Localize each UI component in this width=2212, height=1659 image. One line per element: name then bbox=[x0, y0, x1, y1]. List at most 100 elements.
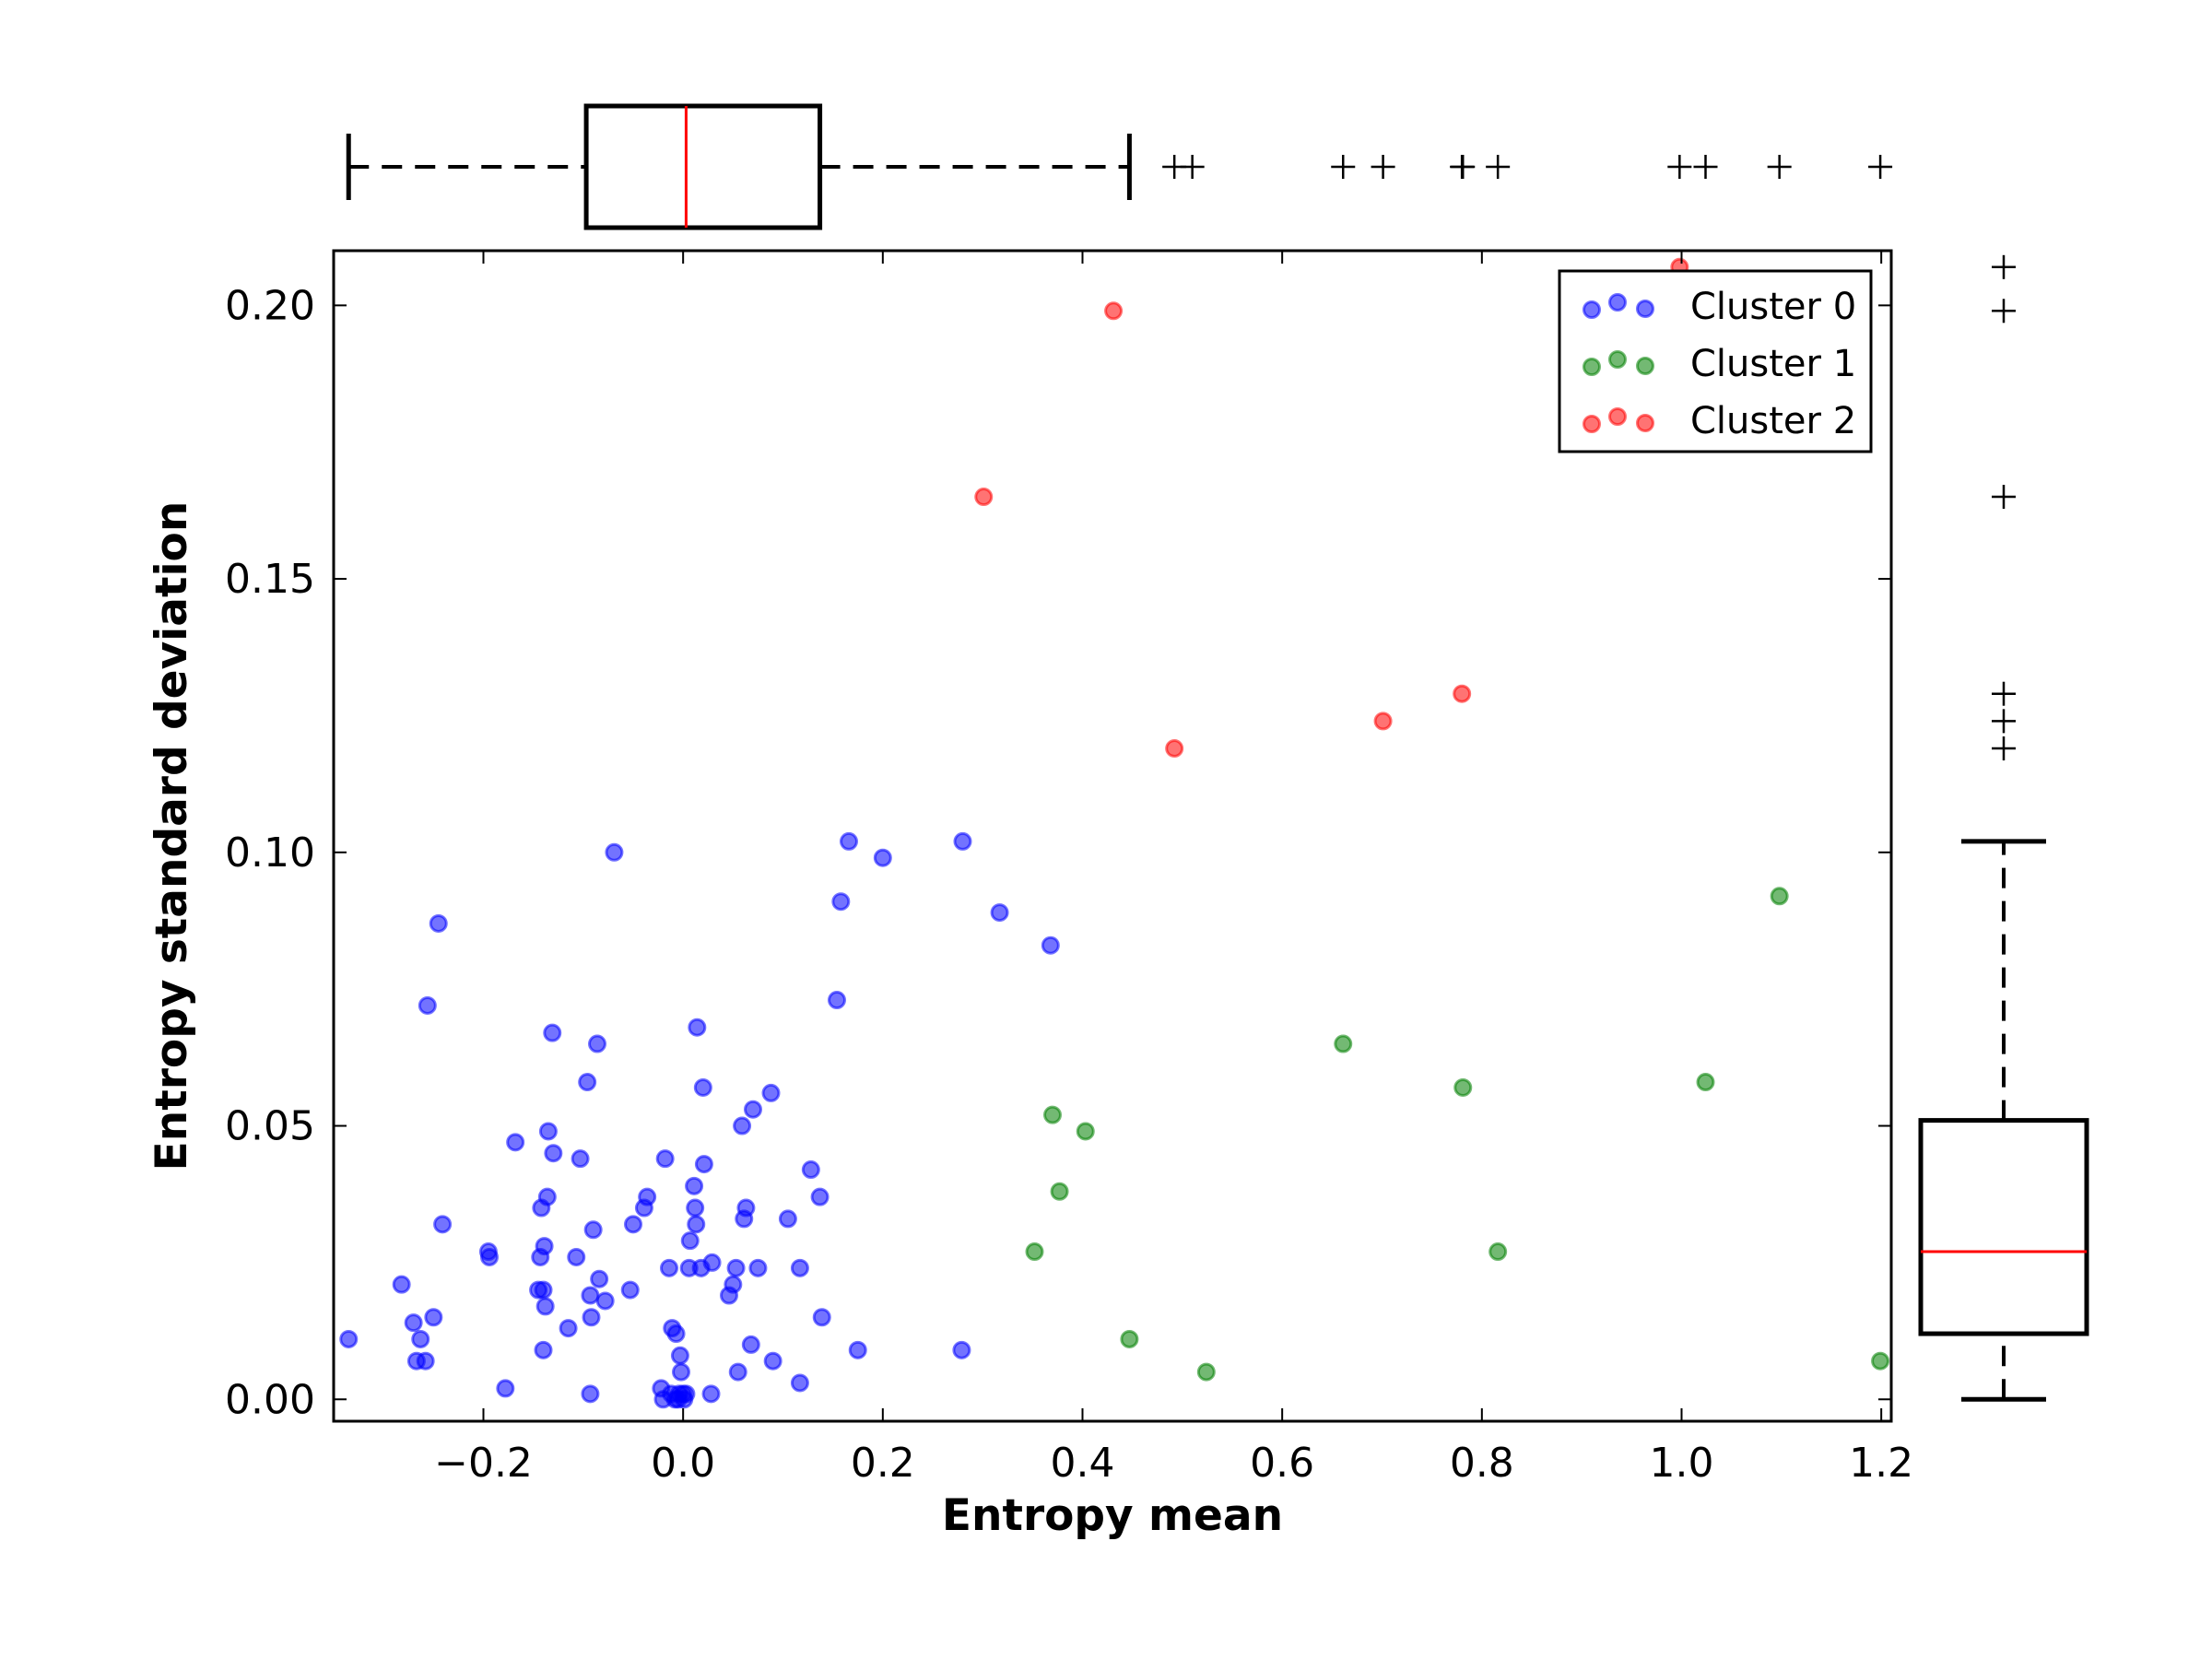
data-point bbox=[578, 1073, 597, 1092]
data-point bbox=[680, 1231, 700, 1251]
data-point bbox=[736, 1198, 756, 1218]
data-point bbox=[1453, 684, 1472, 703]
data-point bbox=[535, 1237, 554, 1256]
legend-marker bbox=[1636, 357, 1654, 375]
legend-label: Cluster 1 bbox=[1690, 343, 1856, 385]
right-outlier bbox=[1992, 299, 2016, 324]
y-axis-title: Entropy standard deviation bbox=[147, 501, 197, 1171]
data-point bbox=[1076, 1122, 1095, 1141]
data-point bbox=[778, 1209, 797, 1229]
data-point bbox=[620, 1280, 640, 1300]
axis-ticks: −0.2 0.0 0.2 0.4 0.6 0.8 1.0 1.2 0.00 0.05 0.10 0.1… bbox=[225, 251, 1913, 1487]
data-point bbox=[953, 831, 972, 851]
data-point bbox=[685, 1176, 704, 1195]
data-point bbox=[571, 1149, 590, 1169]
legend-entry-cluster-2: Cluster 2 bbox=[1583, 400, 1856, 442]
right-outlier bbox=[1992, 736, 2016, 761]
data-point bbox=[812, 1308, 831, 1327]
data-point bbox=[952, 1340, 971, 1359]
x-tick-label: 0.4 bbox=[1051, 1440, 1115, 1487]
legend-entry-cluster-1: Cluster 1 bbox=[1583, 343, 1856, 385]
right-outlier bbox=[1992, 709, 2016, 734]
data-point bbox=[831, 892, 851, 912]
right-outlier bbox=[1992, 681, 2016, 706]
data-point bbox=[693, 1077, 712, 1097]
data-point bbox=[1488, 1242, 1508, 1262]
data-point bbox=[694, 1155, 713, 1174]
data-point bbox=[1871, 1351, 1890, 1371]
legend-marker bbox=[1636, 300, 1654, 318]
legend-marker bbox=[1608, 407, 1627, 426]
data-point bbox=[741, 1335, 760, 1354]
data-point bbox=[588, 1034, 606, 1053]
data-point bbox=[686, 1198, 705, 1218]
data-point bbox=[724, 1275, 743, 1294]
data-point bbox=[763, 1351, 782, 1371]
data-point bbox=[424, 1308, 443, 1327]
legend-label: Cluster 0 bbox=[1690, 286, 1856, 328]
x-tick-label: 0.8 bbox=[1450, 1440, 1514, 1487]
data-point bbox=[1165, 739, 1184, 759]
data-point bbox=[790, 1373, 809, 1393]
data-point bbox=[590, 1269, 609, 1288]
data-point bbox=[567, 1247, 586, 1266]
top-outlier bbox=[1451, 155, 1476, 179]
top-outlier bbox=[1180, 155, 1205, 179]
data-point bbox=[595, 1291, 615, 1311]
data-point bbox=[1041, 935, 1060, 955]
x-tick-label: 0.6 bbox=[1250, 1440, 1314, 1487]
y-tick-label: 0.20 bbox=[225, 282, 315, 329]
data-point bbox=[534, 1340, 553, 1359]
legend-marker bbox=[1608, 350, 1627, 369]
data-point bbox=[1196, 1362, 1216, 1382]
data-point bbox=[411, 1329, 430, 1348]
data-point bbox=[1373, 712, 1393, 731]
x-axis-title: Entropy mean bbox=[942, 1490, 1283, 1541]
data-point bbox=[581, 1384, 600, 1404]
x-tick-label: 1.2 bbox=[1849, 1440, 1913, 1487]
data-point bbox=[582, 1308, 601, 1327]
top-outlier bbox=[1331, 155, 1356, 179]
legend-marker bbox=[1608, 293, 1627, 312]
data-point bbox=[1696, 1073, 1715, 1092]
data-point bbox=[840, 831, 858, 851]
data-point bbox=[974, 488, 994, 507]
legend: Cluster 0 Cluster 1 Cluster 2 bbox=[1558, 269, 1873, 453]
data-point bbox=[873, 848, 892, 867]
data-point bbox=[392, 1275, 411, 1294]
top-outlier bbox=[1486, 155, 1511, 179]
y-tick-label: 0.15 bbox=[225, 556, 315, 603]
data-point bbox=[801, 1160, 820, 1180]
data-point bbox=[1025, 1242, 1044, 1262]
x-tick-label: 0.0 bbox=[651, 1440, 715, 1487]
data-point bbox=[496, 1379, 515, 1398]
top-marginal-boxplot bbox=[346, 103, 1893, 230]
data-point bbox=[559, 1319, 578, 1338]
x-tick-label: 0.2 bbox=[851, 1440, 915, 1487]
data-point bbox=[339, 1329, 359, 1348]
data-point bbox=[624, 1215, 642, 1234]
data-point bbox=[733, 1116, 752, 1135]
right-box-iqr bbox=[1918, 1118, 2089, 1336]
data-point bbox=[1043, 1105, 1062, 1124]
legend-marker bbox=[1583, 358, 1601, 376]
data-point bbox=[672, 1362, 690, 1382]
scatter-points bbox=[339, 257, 1890, 1409]
y-tick-label: 0.10 bbox=[225, 830, 315, 877]
legend-marker bbox=[1636, 414, 1654, 432]
data-point bbox=[433, 1215, 453, 1234]
data-point bbox=[666, 1324, 686, 1344]
data-point bbox=[744, 1100, 762, 1119]
data-point bbox=[1453, 1077, 1473, 1097]
data-point bbox=[480, 1247, 499, 1266]
data-point bbox=[1050, 1182, 1069, 1201]
top-outlier bbox=[1667, 155, 1692, 179]
data-point bbox=[828, 991, 846, 1010]
top-outlier bbox=[1868, 155, 1893, 179]
right-outlier bbox=[1992, 254, 2016, 279]
data-point bbox=[535, 1297, 555, 1316]
data-point bbox=[990, 903, 1009, 923]
legend-entry-cluster-0: Cluster 0 bbox=[1583, 286, 1856, 328]
data-point bbox=[701, 1384, 721, 1404]
